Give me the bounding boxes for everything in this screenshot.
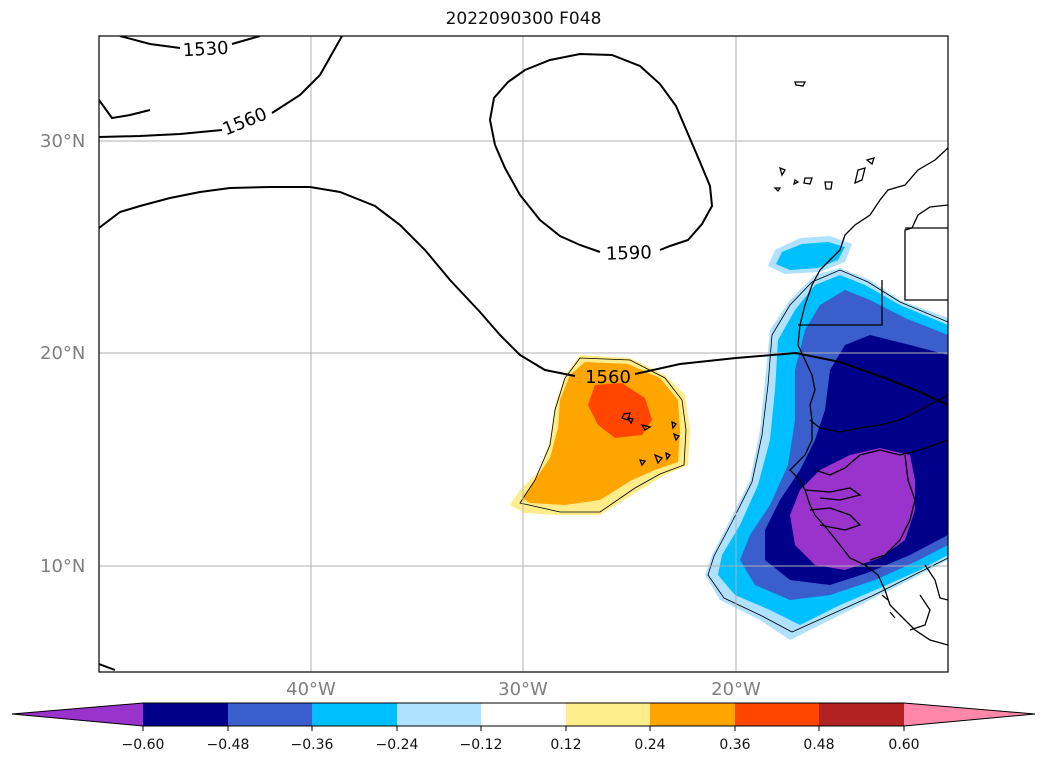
map-title: 2022090300 F048 bbox=[445, 9, 602, 29]
colorbar-segment bbox=[819, 703, 904, 726]
colorbar-tick-label: −0.36 bbox=[290, 737, 334, 753]
positive-anomaly-field bbox=[510, 355, 690, 515]
contour-label-1560-north: 1560 bbox=[220, 104, 270, 141]
colorbar-tick-label: −0.48 bbox=[206, 737, 250, 753]
coastlines bbox=[621, 81, 948, 646]
colorbar-tick-label: 0.60 bbox=[888, 737, 920, 753]
colorbar-segment bbox=[735, 703, 819, 726]
height-contours bbox=[99, 36, 948, 671]
lat-label-10n: 10°N bbox=[40, 556, 86, 577]
colorbar-segment bbox=[481, 703, 566, 726]
colorbar-segment bbox=[143, 703, 228, 726]
gridlines bbox=[99, 36, 948, 672]
negative-anomaly-field bbox=[705, 236, 948, 640]
colorbar-segment bbox=[566, 703, 650, 726]
contour-label-1530: 1530 bbox=[182, 38, 229, 61]
lat-label-20n: 20°N bbox=[40, 343, 86, 364]
colorbar bbox=[11, 702, 1036, 731]
contour-label-1590: 1590 bbox=[606, 242, 653, 265]
lon-label-20w: 20°W bbox=[711, 679, 761, 700]
lon-label-30w: 30°W bbox=[498, 679, 548, 700]
map-frame bbox=[98, 35, 949, 673]
lat-label-30n: 30°N bbox=[40, 131, 86, 152]
colorbar-extend-low bbox=[12, 703, 143, 726]
colorbar-tick-label: −0.12 bbox=[459, 737, 503, 753]
colorbar-tick-label: 0.12 bbox=[550, 737, 582, 753]
colorbar-segment bbox=[397, 703, 481, 726]
colorbar-tick-label: −0.60 bbox=[121, 737, 165, 753]
zero-contours bbox=[519, 269, 948, 633]
colorbar-tick-label: 0.36 bbox=[719, 737, 751, 753]
colorbar-tick-label: 0.48 bbox=[803, 737, 835, 753]
lon-label-40w: 40°W bbox=[286, 679, 336, 700]
contour-label-1560-south: 1560 bbox=[585, 367, 631, 388]
colorbar-tick-label: −0.24 bbox=[375, 737, 419, 753]
colorbar-segment bbox=[650, 703, 735, 726]
colorbar-extend-high bbox=[904, 703, 1035, 726]
colorbar-segment bbox=[312, 703, 397, 726]
colorbar-tick-label: 0.24 bbox=[634, 737, 666, 753]
colorbar-segment bbox=[228, 703, 312, 726]
